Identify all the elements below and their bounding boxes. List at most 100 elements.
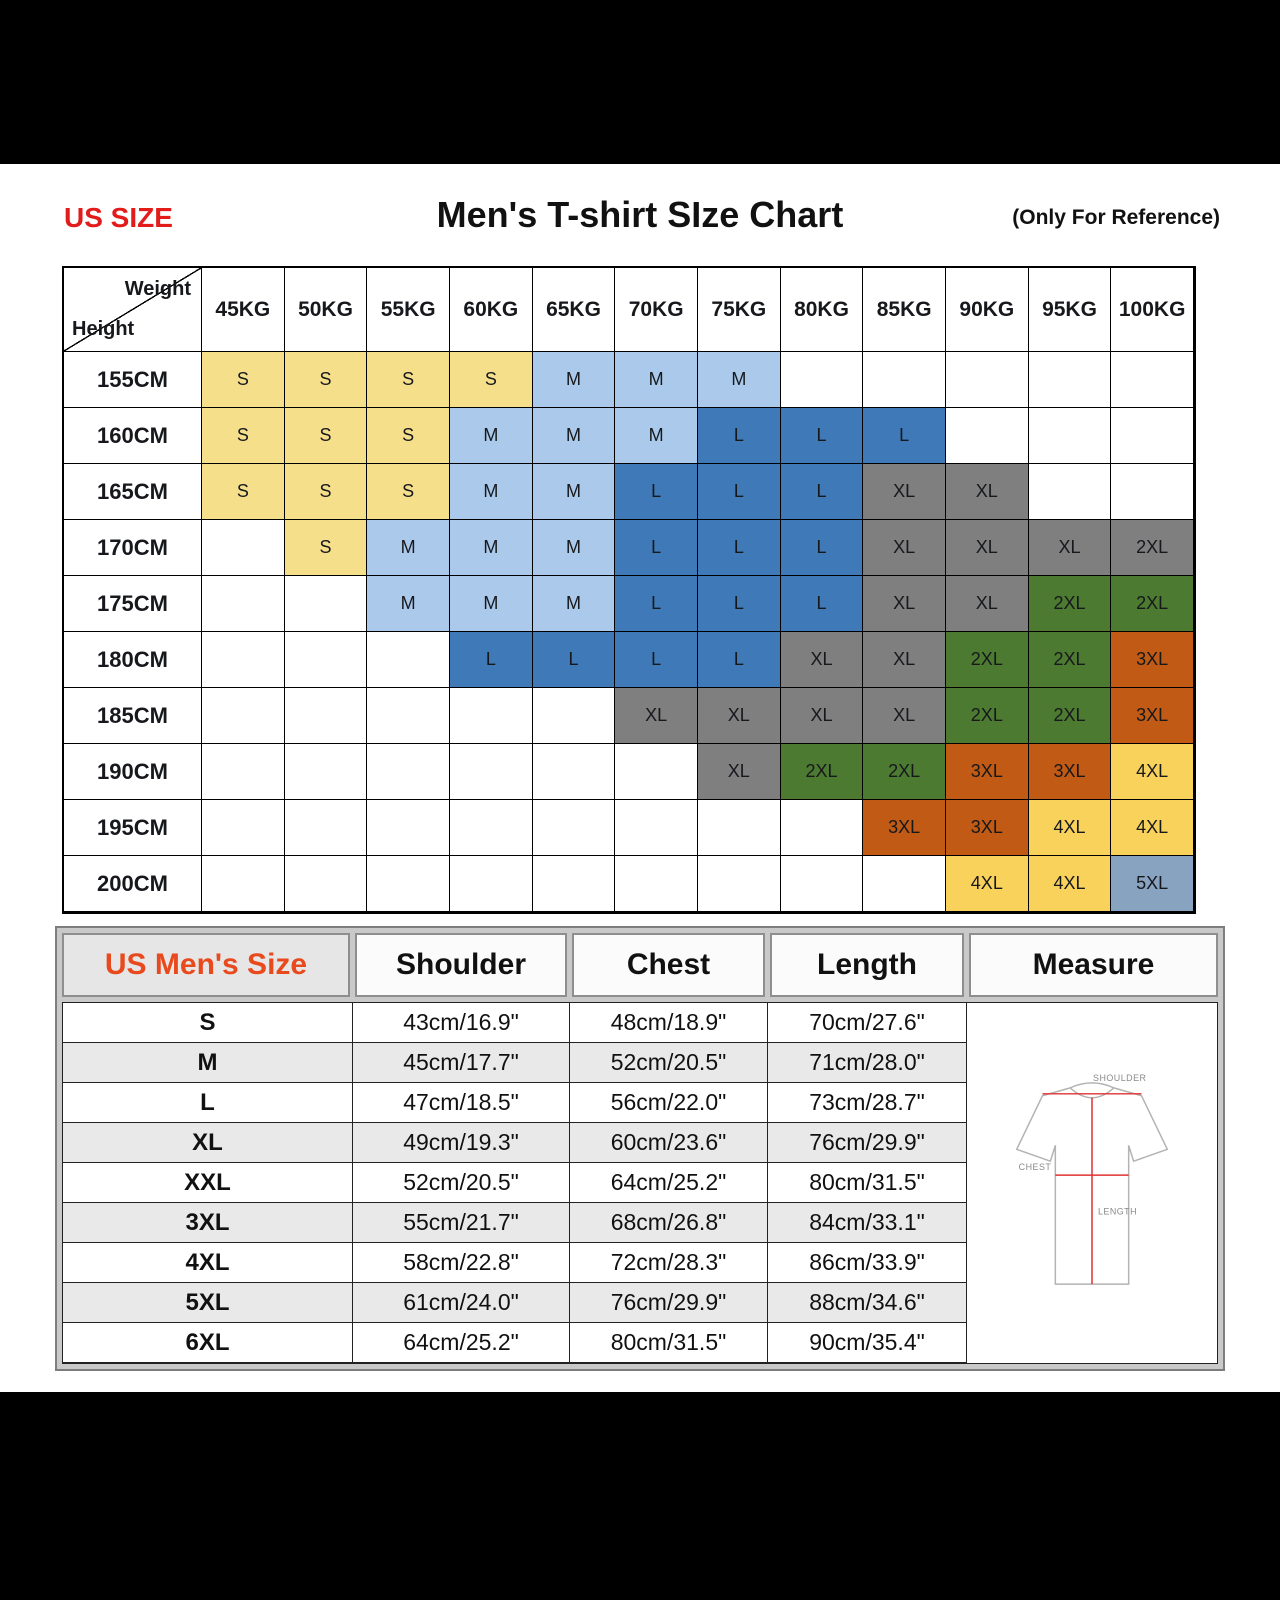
empty-cell [202, 800, 285, 856]
tshirt-diagram: SHOULDER CHEST LENGTH [1015, 1073, 1169, 1285]
shoulder-label: SHOULDER [1093, 1073, 1147, 1083]
weight-column-header: 60KG [449, 268, 533, 352]
column-header-us-mens-size: US Men's Size [62, 933, 350, 997]
empty-cell [367, 688, 450, 744]
empty-cell [367, 856, 450, 912]
height-weight-size-matrix: Weight Height 45KG 50KG 55KG 60KG 65KG 70KG 75… [62, 266, 1196, 914]
height-row-header: 165CM [64, 464, 202, 520]
weight-column-header: 80KG [780, 268, 864, 352]
empty-cell [202, 576, 285, 632]
empty-cell [1028, 408, 1112, 464]
size-cell: M [367, 520, 450, 576]
empty-cell [945, 408, 1029, 464]
size-cell: S [202, 352, 285, 408]
size-cell: S [202, 464, 285, 520]
size-cell: L [615, 632, 698, 688]
measurement-value: 71cm/28.0" [768, 1043, 967, 1083]
height-row-header: 160CM [64, 408, 202, 464]
measurement-value: 70cm/27.6" [768, 1003, 967, 1043]
size-cell: 2XL [1111, 576, 1194, 632]
corner-height-label: Height [72, 318, 135, 340]
empty-cell [1111, 464, 1194, 520]
measurement-value: 90cm/35.4" [768, 1323, 967, 1363]
measurement-value: 86cm/33.9" [768, 1243, 967, 1283]
size-cell: L [780, 464, 864, 520]
chest-label: CHEST [1019, 1162, 1052, 1172]
measurements-header-row: US Men's Size Shoulder Chest Length Meas… [62, 933, 1218, 997]
empty-cell [780, 856, 864, 912]
measurement-value: 48cm/18.9" [570, 1003, 768, 1043]
height-row-header: 180CM [64, 632, 202, 688]
height-row-header: 155CM [64, 352, 202, 408]
weight-column-header: 85KG [863, 268, 946, 352]
empty-cell [367, 744, 450, 800]
measure-diagram-cell: SHOULDER CHEST LENGTH [967, 1003, 1217, 1363]
size-cell: L [532, 632, 616, 688]
measurement-value: 56cm/22.0" [570, 1083, 768, 1123]
empty-cell [284, 688, 368, 744]
size-cell: 3XL [945, 800, 1029, 856]
weight-column-header: 90KG [945, 268, 1029, 352]
empty-cell [697, 856, 781, 912]
weight-column-header: 55KG [367, 268, 450, 352]
size-cell: XL [780, 688, 864, 744]
size-row-label: 5XL [63, 1283, 353, 1323]
empty-cell [532, 744, 616, 800]
column-header-shoulder: Shoulder [355, 933, 567, 997]
measurement-value: 76cm/29.9" [570, 1283, 768, 1323]
size-cell: S [284, 352, 368, 408]
size-cell: XL [945, 520, 1029, 576]
size-cell: 2XL [945, 632, 1029, 688]
reference-note: (Only For Reference) [1012, 206, 1220, 229]
size-cell: 4XL [1111, 800, 1194, 856]
weight-column-header: 65KG [532, 268, 616, 352]
measurement-value: 43cm/16.9" [353, 1003, 570, 1043]
size-cell: S [367, 408, 450, 464]
size-cell: L [697, 408, 781, 464]
measurement-value: 88cm/34.6" [768, 1283, 967, 1323]
empty-cell [532, 856, 616, 912]
size-cell: XL [863, 520, 946, 576]
weight-column-header: 45KG [202, 268, 285, 352]
size-cell: M [449, 464, 533, 520]
size-cell: M [615, 408, 698, 464]
size-row-label: 4XL [63, 1243, 353, 1283]
size-cell: 4XL [1028, 856, 1112, 912]
size-row-label: L [63, 1083, 353, 1123]
size-cell: 3XL [863, 800, 946, 856]
corner-header-cell: Weight Height [64, 268, 202, 352]
empty-cell [615, 800, 698, 856]
size-cell: M [615, 352, 698, 408]
size-row-label: 3XL [63, 1203, 353, 1243]
corner-weight-label: Weight [124, 278, 191, 300]
measurement-value: 72cm/28.3" [570, 1243, 768, 1283]
size-cell: XL [697, 744, 781, 800]
measurement-value: 52cm/20.5" [353, 1163, 570, 1203]
size-cell: S [367, 464, 450, 520]
empty-cell [202, 856, 285, 912]
size-cell: M [449, 520, 533, 576]
column-header-chest: Chest [572, 933, 765, 997]
size-cell: M [532, 352, 616, 408]
empty-cell [1111, 352, 1194, 408]
size-cell: L [780, 576, 864, 632]
measurement-value: 76cm/29.9" [768, 1123, 967, 1163]
empty-cell [1028, 352, 1112, 408]
size-cell: L [780, 520, 864, 576]
empty-cell [449, 800, 533, 856]
size-cell: 3XL [1111, 688, 1194, 744]
size-cell: XL [780, 632, 864, 688]
empty-cell [284, 744, 368, 800]
measurement-value: 80cm/31.5" [570, 1323, 768, 1363]
column-header-measure: Measure [969, 933, 1218, 997]
size-cell: XL [863, 688, 946, 744]
measurement-value: 64cm/25.2" [570, 1163, 768, 1203]
size-row-label: XL [63, 1123, 353, 1163]
weight-column-header: 70KG [615, 268, 698, 352]
empty-cell [532, 688, 616, 744]
empty-cell [945, 352, 1029, 408]
size-cell: 4XL [1028, 800, 1112, 856]
empty-cell [780, 352, 864, 408]
size-cell: M [532, 576, 616, 632]
size-cell: 3XL [1111, 632, 1194, 688]
